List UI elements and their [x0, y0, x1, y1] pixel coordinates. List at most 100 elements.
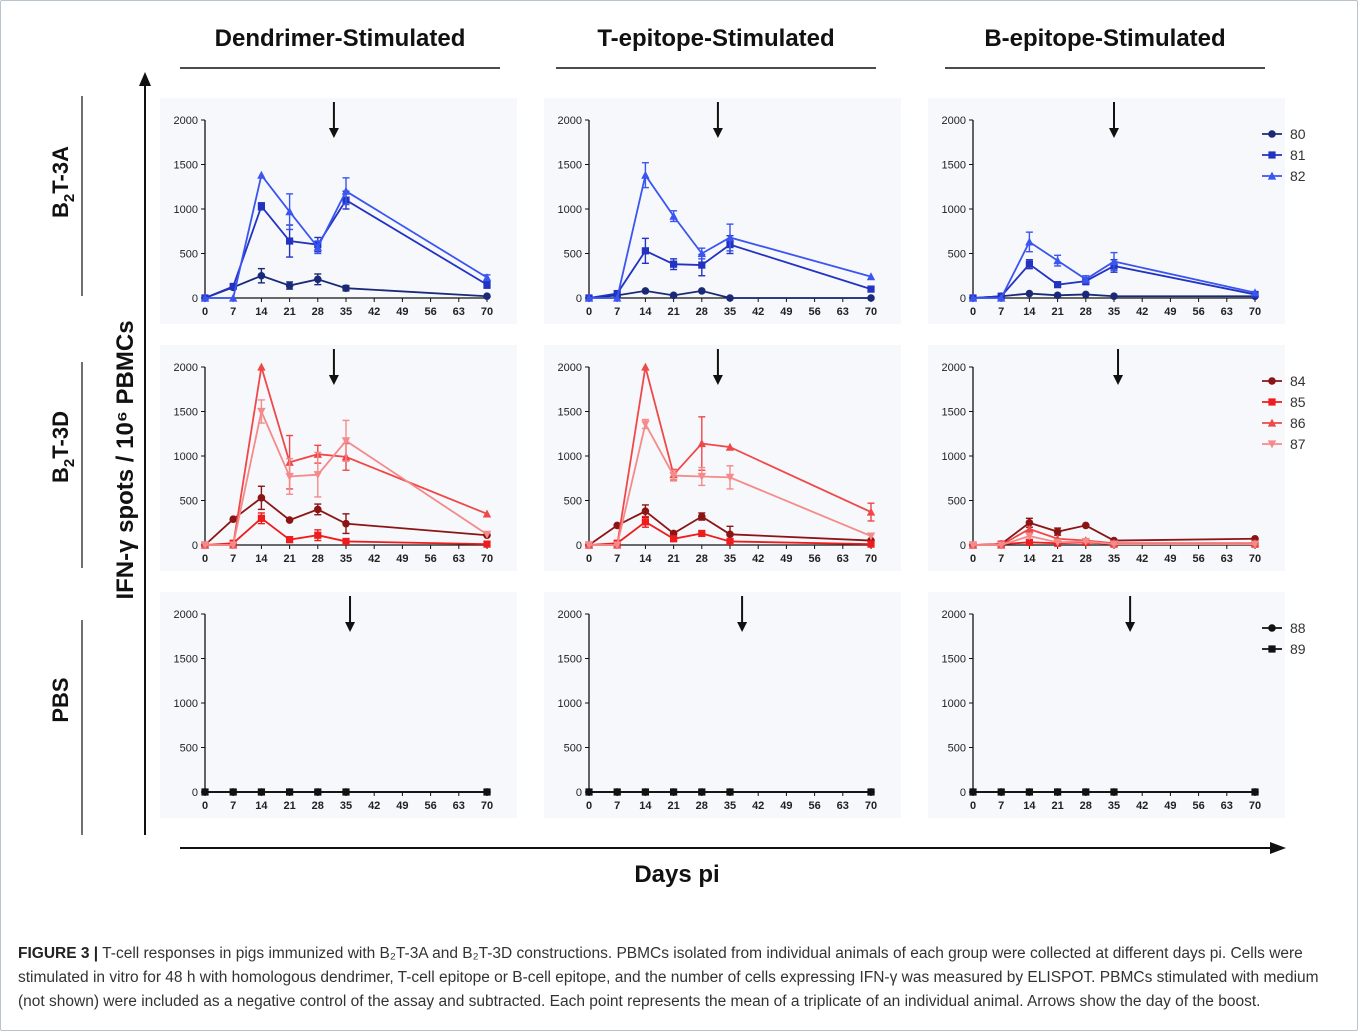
boost-arrow-head — [328, 375, 339, 385]
legend-label: 80 — [1290, 126, 1306, 142]
x-tick-label: 63 — [837, 553, 849, 565]
data-point — [613, 293, 622, 302]
data-point — [613, 289, 621, 298]
y-tick-label: 500 — [564, 249, 582, 261]
x-tick-label: 28 — [312, 306, 324, 318]
legend-marker — [1268, 151, 1276, 159]
legend-label: 89 — [1290, 641, 1306, 657]
x-tick-label: 14 — [639, 553, 652, 565]
legend-label: 86 — [1290, 415, 1306, 431]
data-point — [697, 249, 706, 258]
x-tick-label: 7 — [230, 800, 236, 812]
y-tick-label: 1000 — [558, 698, 582, 710]
data-point — [482, 273, 492, 282]
x-tick-label: 28 — [696, 800, 708, 812]
data-point — [1025, 260, 1033, 268]
data-point — [201, 788, 209, 796]
x-tick-label: 28 — [312, 553, 324, 565]
y-tick-label: 1500 — [558, 654, 582, 666]
data-point — [997, 293, 1006, 302]
data-point — [1054, 281, 1062, 289]
y-tick-label: 0 — [192, 540, 198, 552]
legend-label: 82 — [1290, 168, 1306, 184]
data-point — [867, 285, 875, 293]
y-tick-label: 1000 — [942, 451, 966, 463]
legend-marker — [1267, 418, 1277, 427]
data-point — [229, 788, 237, 796]
y-tick-label: 2000 — [942, 115, 966, 127]
data-point — [229, 515, 237, 523]
panel-background — [928, 592, 1285, 818]
x-tick-label: 42 — [752, 306, 764, 318]
data-point — [342, 788, 350, 796]
x-tick-label: 35 — [1108, 553, 1120, 565]
panel-background — [544, 345, 901, 571]
y-tick-label: 500 — [180, 743, 198, 755]
x-tick-label: 0 — [970, 306, 976, 318]
y-tick-label: 2000 — [174, 115, 198, 127]
data-point — [669, 471, 678, 480]
x-tick-label: 21 — [1051, 800, 1063, 812]
data-point — [313, 242, 322, 251]
data-point — [483, 281, 491, 289]
x-tick-label: 42 — [368, 306, 380, 318]
x-tick-label: 28 — [696, 553, 708, 565]
data-point — [229, 293, 238, 302]
data-point — [725, 473, 735, 482]
data-point — [613, 788, 621, 796]
data-point — [257, 202, 265, 210]
x-tick-label: 49 — [780, 800, 792, 812]
x-tick-label: 21 — [667, 800, 679, 812]
y-tick-label: 2000 — [942, 362, 966, 374]
x-tick-label: 14 — [1023, 306, 1036, 318]
y-tick-label: 1500 — [942, 160, 966, 172]
x-tick-label: 35 — [1108, 800, 1120, 812]
data-point — [1082, 788, 1090, 796]
x-tick-label: 70 — [865, 553, 877, 565]
y-tick-label: 500 — [180, 249, 198, 261]
x-tick-label: 28 — [1080, 306, 1092, 318]
x-tick-label: 42 — [368, 553, 380, 565]
x-tick-label: 7 — [998, 553, 1004, 565]
x-tick-label: 70 — [481, 306, 493, 318]
y-tick-label: 1500 — [174, 407, 198, 419]
x-tick-label: 14 — [1023, 553, 1036, 565]
y-tick-label: 500 — [948, 249, 966, 261]
x-tick-label: 0 — [970, 553, 976, 565]
panel-background — [544, 592, 901, 818]
data-point — [726, 530, 734, 539]
legend-label: 87 — [1290, 436, 1306, 452]
x-tick-label: 35 — [724, 553, 736, 565]
data-point — [341, 186, 351, 195]
y-tick-label: 500 — [948, 743, 966, 755]
x-tick-label: 49 — [396, 306, 408, 318]
x-axis-arrow-head — [1270, 842, 1286, 854]
x-tick-label: 56 — [424, 800, 436, 812]
legend-marker — [1267, 171, 1277, 180]
x-tick-label: 14 — [639, 306, 652, 318]
x-tick-label: 70 — [1249, 306, 1261, 318]
y-tick-label: 1000 — [174, 698, 198, 710]
x-tick-label: 35 — [340, 553, 352, 565]
data-point — [1053, 256, 1062, 265]
data-point — [1081, 537, 1090, 546]
legend-label: 84 — [1290, 373, 1306, 389]
data-point — [1081, 274, 1090, 283]
y-tick-label: 2000 — [942, 609, 966, 621]
y-tick-label: 500 — [564, 743, 582, 755]
data-point — [697, 472, 706, 481]
x-tick-label: 0 — [586, 553, 592, 565]
data-point — [200, 541, 210, 550]
data-point — [670, 535, 678, 543]
data-point — [641, 420, 650, 429]
x-tick-label: 63 — [1221, 306, 1233, 318]
data-point — [285, 516, 294, 524]
y-tick-label: 2000 — [558, 362, 582, 374]
x-tick-label: 70 — [865, 800, 877, 812]
x-tick-label: 56 — [1192, 800, 1204, 812]
data-point — [483, 292, 491, 301]
data-point — [1053, 527, 1062, 536]
x-tick-label: 56 — [808, 306, 820, 318]
data-point — [314, 531, 322, 539]
y-tick-label: 500 — [180, 496, 198, 508]
